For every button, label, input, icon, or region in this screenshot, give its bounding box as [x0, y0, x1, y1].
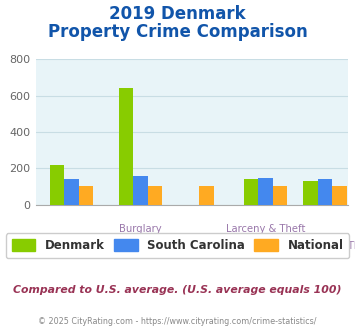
Bar	[199, 186, 214, 205]
Bar	[119, 87, 133, 205]
Text: Larceny & Theft: Larceny & Theft	[226, 224, 305, 234]
Bar	[133, 176, 148, 205]
Bar	[50, 165, 65, 205]
Bar	[318, 179, 332, 205]
Text: Compared to U.S. average. (U.S. average equals 100): Compared to U.S. average. (U.S. average …	[13, 285, 342, 295]
Bar	[332, 186, 346, 205]
Text: Arson: Arson	[192, 241, 221, 251]
Bar	[273, 186, 288, 205]
Text: © 2025 CityRating.com - https://www.cityrating.com/crime-statistics/: © 2025 CityRating.com - https://www.city…	[38, 317, 317, 326]
Text: 2019 Denmark: 2019 Denmark	[109, 5, 246, 23]
Text: Property Crime Comparison: Property Crime Comparison	[48, 23, 307, 41]
Legend: Denmark, South Carolina, National: Denmark, South Carolina, National	[6, 233, 349, 258]
Bar	[79, 186, 93, 205]
Bar	[258, 178, 273, 205]
Text: Burglary: Burglary	[119, 224, 162, 234]
Text: Motor Vehicle Theft: Motor Vehicle Theft	[277, 241, 355, 251]
Bar	[244, 179, 258, 205]
Bar	[148, 186, 163, 205]
Text: All Property Crime: All Property Crime	[26, 241, 117, 251]
Bar	[65, 179, 79, 205]
Bar	[303, 181, 318, 205]
